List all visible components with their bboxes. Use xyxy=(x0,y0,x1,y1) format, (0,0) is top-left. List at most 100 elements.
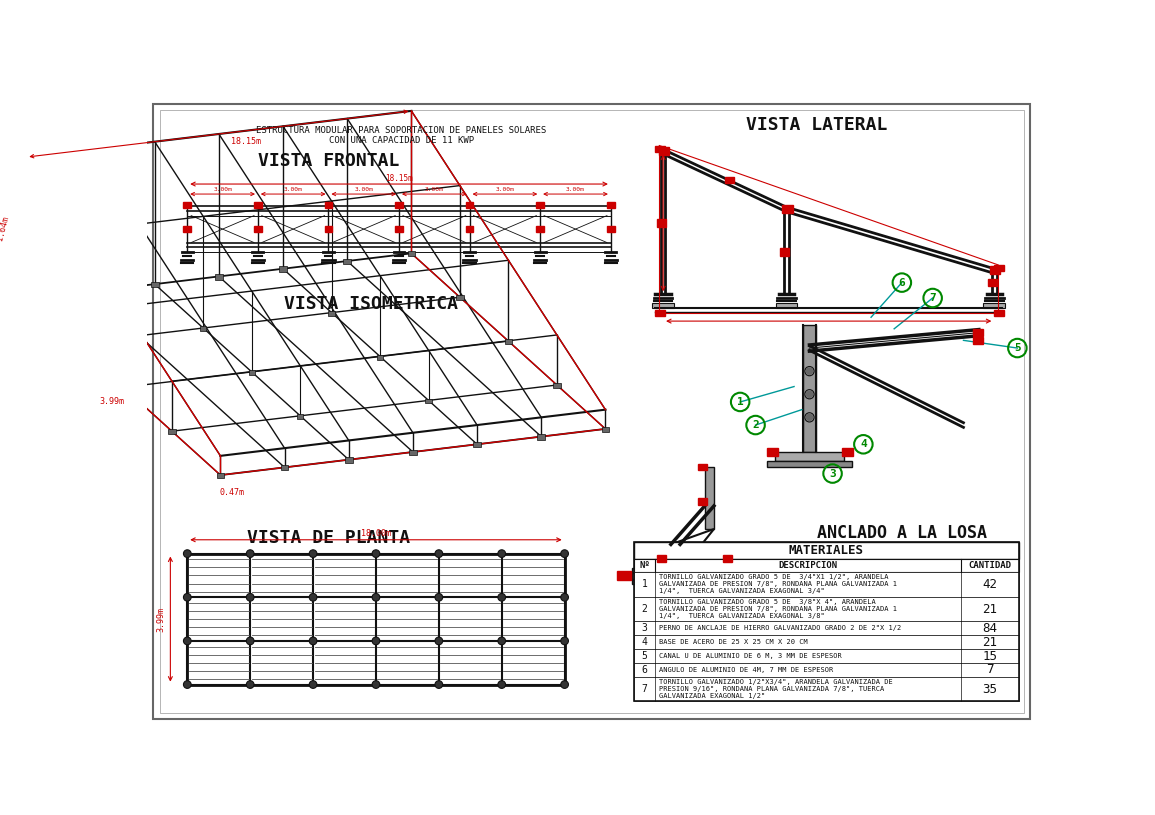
Text: 7: 7 xyxy=(930,293,936,303)
Bar xyxy=(343,258,351,264)
Bar xyxy=(634,621,1019,635)
Circle shape xyxy=(806,391,812,398)
Text: 3.00m: 3.00m xyxy=(425,187,444,192)
Text: GALVANIZADA DE PRESION 7/8", RONDANA PLANA GALVANIZADA 1: GALVANIZADA DE PRESION 7/8", RONDANA PLA… xyxy=(658,581,896,588)
Text: 3.00m: 3.00m xyxy=(566,187,584,192)
Circle shape xyxy=(184,593,191,601)
Bar xyxy=(465,202,474,208)
Circle shape xyxy=(498,550,506,557)
Bar xyxy=(537,434,545,439)
Bar xyxy=(657,219,666,227)
Bar xyxy=(634,597,1019,621)
Bar xyxy=(767,461,852,467)
Bar xyxy=(723,555,732,562)
Bar xyxy=(254,226,262,231)
Text: 1: 1 xyxy=(737,397,744,407)
Circle shape xyxy=(560,681,568,689)
Text: 3.00m: 3.00m xyxy=(355,187,373,192)
Bar xyxy=(776,303,797,308)
Text: 18.15m: 18.15m xyxy=(231,137,261,146)
Circle shape xyxy=(560,550,568,557)
Bar xyxy=(254,202,262,208)
Text: BASE DE ACERO DE 25 X 25 CM X 20 CM: BASE DE ACERO DE 25 X 25 CM X 20 CM xyxy=(658,639,807,645)
Text: 5: 5 xyxy=(642,651,648,661)
Bar xyxy=(465,226,474,231)
Text: 42: 42 xyxy=(983,578,998,591)
Bar xyxy=(705,467,714,529)
Circle shape xyxy=(184,637,191,645)
Bar xyxy=(634,635,1019,649)
Text: CON UNA CAPACIDAD DE 11 KWP: CON UNA CAPACIDAD DE 11 KWP xyxy=(329,135,474,144)
Circle shape xyxy=(310,593,316,601)
Text: 2: 2 xyxy=(642,604,648,614)
Text: VISTA LATERAL: VISTA LATERAL xyxy=(746,116,888,134)
Bar xyxy=(187,553,565,685)
Bar xyxy=(994,265,1004,271)
Bar xyxy=(767,448,778,456)
Circle shape xyxy=(310,637,316,645)
Bar xyxy=(804,325,815,452)
Bar xyxy=(973,328,983,337)
Circle shape xyxy=(246,593,254,601)
Bar xyxy=(634,559,1019,572)
Bar xyxy=(425,399,432,403)
Bar xyxy=(536,226,544,231)
Bar xyxy=(536,202,544,208)
Text: 3.99m: 3.99m xyxy=(99,397,125,406)
Circle shape xyxy=(372,550,380,557)
Bar xyxy=(634,572,1019,597)
Text: 5: 5 xyxy=(1014,343,1021,353)
Bar xyxy=(328,311,335,315)
Text: 3.00m: 3.00m xyxy=(495,187,514,192)
Bar xyxy=(698,464,707,470)
Bar xyxy=(782,205,792,213)
Text: PERNO DE ANCLAJE DE HIERRO GALVANIZADO GRADO 2 DE 2"X 1/2: PERNO DE ANCLAJE DE HIERRO GALVANIZADO G… xyxy=(658,625,901,632)
Circle shape xyxy=(184,550,191,557)
Bar xyxy=(634,676,1019,702)
Circle shape xyxy=(372,637,380,645)
Bar xyxy=(698,498,707,505)
Bar xyxy=(87,289,95,295)
Bar xyxy=(505,339,512,344)
Text: 3.99m: 3.99m xyxy=(157,606,165,632)
Circle shape xyxy=(246,681,254,689)
Text: VISTA DE PLANTA: VISTA DE PLANTA xyxy=(247,529,410,547)
Circle shape xyxy=(310,550,316,557)
Bar xyxy=(653,303,673,308)
Text: ANCLADO A LA LOSA: ANCLADO A LA LOSA xyxy=(817,524,986,542)
Circle shape xyxy=(246,550,254,557)
Bar xyxy=(634,542,1019,559)
Bar xyxy=(151,282,158,287)
Bar xyxy=(606,202,614,208)
Text: VISTA FRONTAL: VISTA FRONTAL xyxy=(258,152,398,170)
Circle shape xyxy=(806,414,812,421)
Text: 0.47m: 0.47m xyxy=(219,487,245,496)
Text: 4: 4 xyxy=(860,439,866,449)
Bar xyxy=(655,146,664,152)
Bar xyxy=(775,452,844,461)
Text: 84: 84 xyxy=(983,622,998,635)
Text: TORNILLO GALVANIZADO 1/2"X3/4", ARANDELA GALVANIZADA DE: TORNILLO GALVANIZADO 1/2"X3/4", ARANDELA… xyxy=(658,679,893,685)
Bar xyxy=(217,473,224,478)
Circle shape xyxy=(184,681,191,689)
Text: 35: 35 xyxy=(983,683,998,696)
Bar xyxy=(602,426,610,432)
Text: 1: 1 xyxy=(642,579,648,589)
Bar xyxy=(842,448,852,456)
Bar xyxy=(660,562,729,567)
Text: TORNILLO GALVANIZADO GRADO 5 DE  3/4"X1 1/2", ARANDELA: TORNILLO GALVANIZADO GRADO 5 DE 3/4"X1 1… xyxy=(658,575,888,580)
Bar xyxy=(395,202,403,208)
Text: GALVANIZADA DE PRESION 7/8", RONDANA PLANA GALVANIZADA 1: GALVANIZADA DE PRESION 7/8", RONDANA PLA… xyxy=(658,606,896,612)
Circle shape xyxy=(435,681,442,689)
Text: 18.00m: 18.00m xyxy=(362,529,390,538)
Bar xyxy=(395,226,403,231)
Bar xyxy=(215,274,223,280)
Bar xyxy=(973,337,983,344)
Text: VISTA ISOMETRICA: VISTA ISOMETRICA xyxy=(284,295,457,313)
Text: ESTRUCTURA MODULAR PARA SOPORTACION DE PANELES SOLARES: ESTRUCTURA MODULAR PARA SOPORTACION DE P… xyxy=(256,126,546,134)
Bar xyxy=(633,567,748,584)
Bar xyxy=(663,552,725,562)
Bar xyxy=(658,147,669,155)
Text: 4: 4 xyxy=(642,637,648,647)
Bar xyxy=(281,465,289,470)
